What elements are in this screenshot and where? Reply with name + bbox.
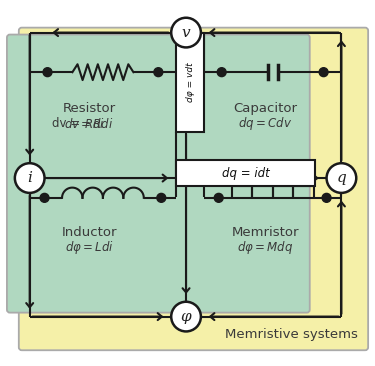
Text: $d\varphi = Ldi$: $d\varphi = Ldi$	[64, 239, 114, 256]
Circle shape	[217, 68, 226, 76]
Circle shape	[171, 18, 201, 48]
Text: dφ = vdt: dφ = vdt	[186, 62, 195, 102]
Text: $d\varphi = Mdq$: $d\varphi = Mdq$	[237, 239, 293, 256]
Text: Resistor: Resistor	[63, 102, 116, 115]
Circle shape	[171, 302, 201, 332]
Text: dv =: dv =	[52, 117, 84, 130]
Circle shape	[157, 193, 166, 202]
Bar	[176, 160, 315, 186]
Circle shape	[40, 193, 49, 202]
Text: Capacitor: Capacitor	[233, 102, 297, 115]
Text: φ: φ	[181, 310, 191, 324]
Text: $dq = Cdv$: $dq = Cdv$	[238, 115, 292, 132]
Text: $Rdi$: $Rdi$	[84, 117, 105, 131]
Text: q: q	[336, 171, 346, 185]
Text: $dv = Rdi$: $dv = Rdi$	[64, 117, 114, 131]
Text: dq = idt: dq = idt	[222, 167, 269, 180]
Text: Memristive systems: Memristive systems	[225, 328, 358, 341]
Circle shape	[214, 193, 223, 202]
Text: i: i	[27, 171, 32, 185]
Circle shape	[327, 163, 356, 193]
Text: Inductor: Inductor	[62, 226, 117, 239]
FancyBboxPatch shape	[7, 34, 310, 313]
Circle shape	[319, 68, 328, 76]
Bar	[176, 33, 204, 131]
Circle shape	[154, 68, 163, 76]
Text: v: v	[182, 26, 190, 40]
Circle shape	[322, 193, 331, 202]
Circle shape	[15, 163, 45, 193]
FancyBboxPatch shape	[19, 27, 368, 350]
Text: Memristor: Memristor	[231, 226, 299, 239]
Circle shape	[43, 68, 52, 76]
